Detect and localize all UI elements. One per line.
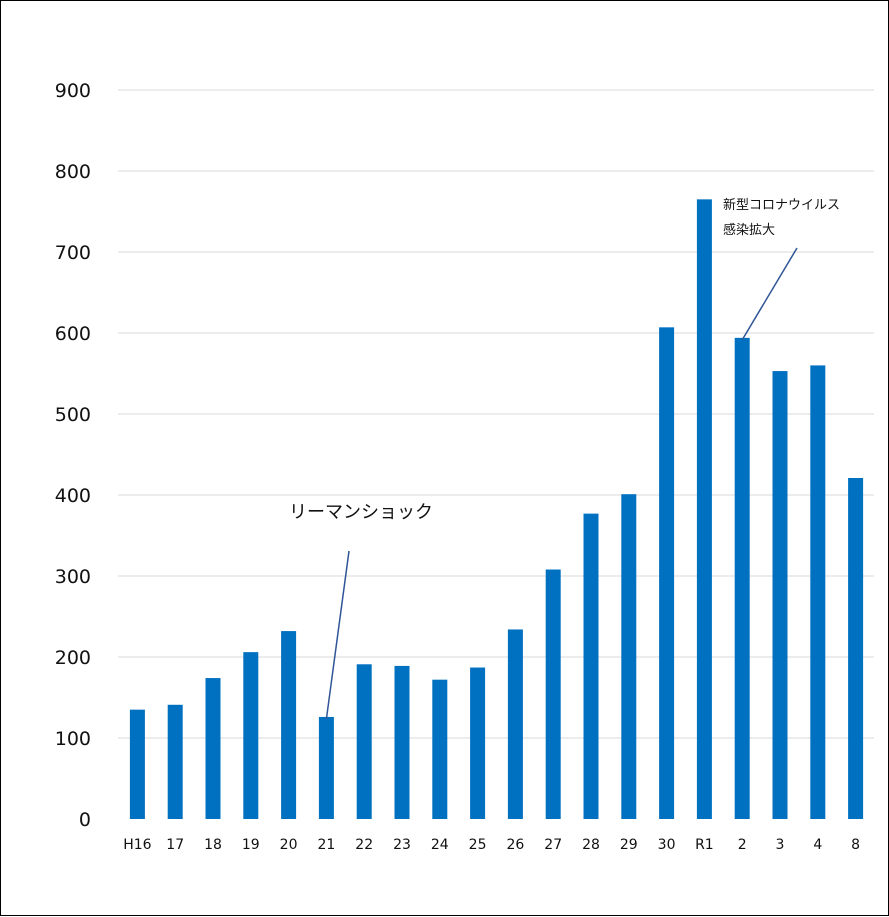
y-tick-label: 300 [55,566,91,588]
bar-28 [583,513,599,819]
x-tick-label: 23 [393,837,411,853]
bar-21 [318,716,334,819]
bar-19 [243,652,259,819]
bar-25 [470,667,486,819]
annotation-leader-line [325,550,350,720]
y-tick-label: 100 [55,728,91,750]
y-tick-label: 600 [55,323,91,345]
bar-4 [810,365,826,819]
annotation-text: 新型コロナウイルス [723,197,840,213]
x-tick-label: 28 [582,837,600,853]
x-tick-label: H16 [123,837,151,853]
x-tick-label: 22 [355,837,373,853]
bar-29 [621,494,637,819]
x-tick-label: 30 [658,837,676,853]
annotation-text: 感染拡大 [723,222,775,238]
bar-2 [734,337,750,819]
annotation-leader-line [741,247,798,341]
bar-27 [545,569,561,819]
y-tick-label: 700 [55,242,91,264]
x-tick-label: 8 [851,837,860,853]
bar-17 [167,704,183,819]
bar-H16 [129,709,145,819]
x-tick-label: R1 [695,837,714,853]
bar-3 [772,371,788,819]
annotation-text: リーマンショック [289,502,433,523]
bar-20 [281,631,297,819]
bars [129,199,864,820]
x-tick-label: 4 [813,837,822,853]
bar-23 [394,665,410,819]
x-tick-label: 17 [166,837,184,853]
x-tick-label: 24 [431,837,449,853]
y-axis-ticks: 0 100 200 300 400 500 600 700 800 900 [55,80,91,831]
grid-lines [118,89,874,739]
x-tick-label: 3 [776,837,785,853]
bar-R1 [696,199,712,820]
y-tick-label: 400 [55,485,91,507]
x-tick-label: 25 [469,837,487,853]
x-tick-label: 26 [506,837,524,853]
y-tick-label: 900 [55,80,91,102]
bar-22 [356,664,372,819]
bar-8 [848,477,864,819]
y-tick-label: 0 [79,809,91,831]
y-tick-label: 200 [55,647,91,669]
bar-18 [205,678,221,819]
bar-26 [507,629,523,819]
x-tick-label: 21 [317,837,335,853]
x-tick-label: 19 [242,837,260,853]
x-tick-label: 27 [544,837,562,853]
x-axis-ticks: H16 17 18 19 20 21 22 23 24 25 26 27 28 29 30 R1 2 3 4 8 [123,837,860,853]
x-tick-label: 18 [204,837,222,853]
x-tick-label: 20 [280,837,298,853]
x-tick-label: 2 [738,837,747,853]
y-tick-label: 500 [55,404,91,426]
bar-24 [432,679,448,819]
y-tick-label: 800 [55,161,91,183]
bar-30 [659,327,675,819]
x-tick-label: 29 [620,837,638,853]
